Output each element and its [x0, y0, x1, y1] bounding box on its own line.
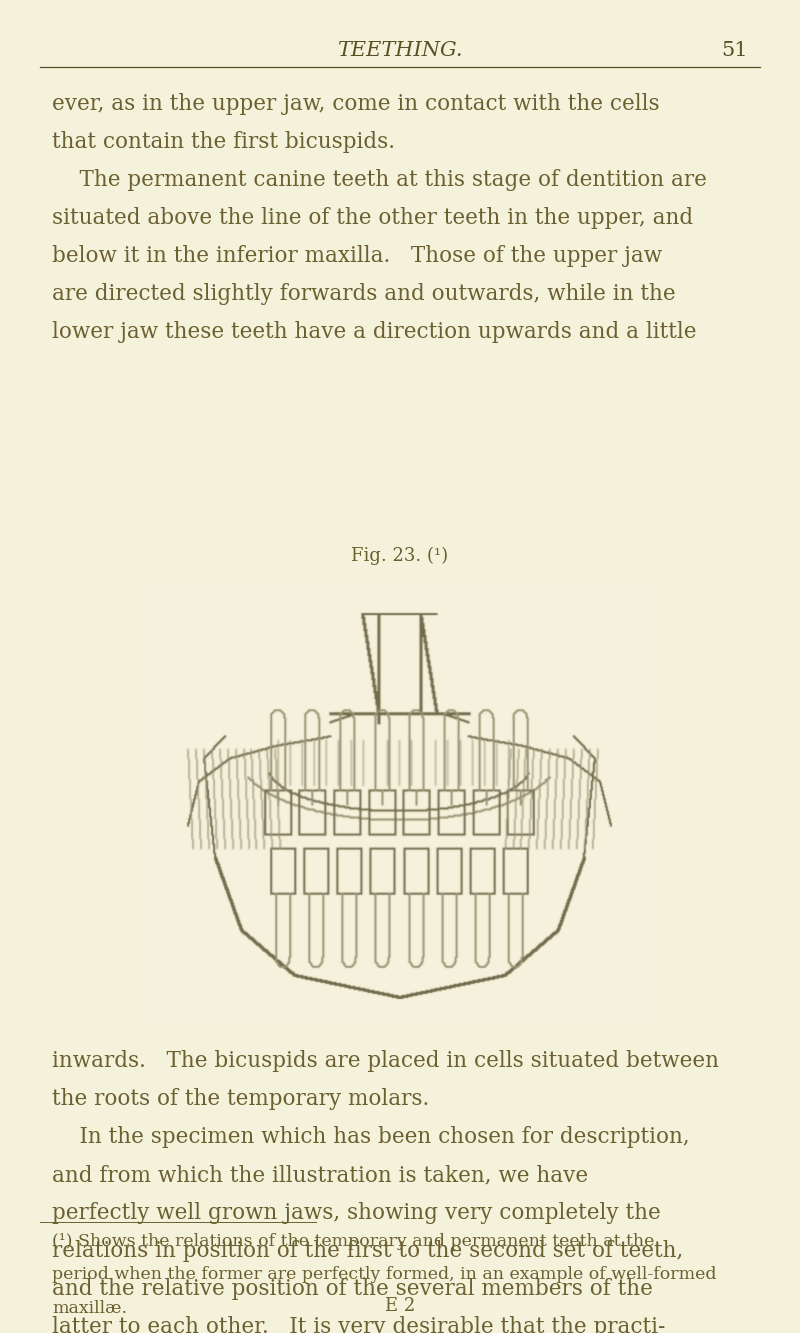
Text: Fig. 23. (¹): Fig. 23. (¹): [351, 547, 449, 565]
Text: period when the former are perfectly formed, in an example of well-formed: period when the former are perfectly for…: [52, 1266, 717, 1284]
Text: In the specimen which has been chosen for description,: In the specimen which has been chosen fo…: [52, 1126, 690, 1149]
Text: that contain the first bicuspids.: that contain the first bicuspids.: [52, 131, 395, 153]
Text: below it in the inferior maxilla.   Those of the upper jaw: below it in the inferior maxilla. Those …: [52, 245, 662, 268]
Text: 51: 51: [722, 41, 748, 60]
Text: perfectly well grown jaws, showing very completely the: perfectly well grown jaws, showing very …: [52, 1202, 661, 1225]
Text: lower jaw these teeth have a direction upwards and a little: lower jaw these teeth have a direction u…: [52, 321, 697, 344]
Text: The permanent canine teeth at this stage of dentition are: The permanent canine teeth at this stage…: [52, 169, 707, 192]
Text: and from which the illustration is taken, we have: and from which the illustration is taken…: [52, 1165, 588, 1186]
Text: the roots of the temporary molars.: the roots of the temporary molars.: [52, 1088, 430, 1110]
Text: relations in position of the first to the second set of teeth,: relations in position of the first to th…: [52, 1240, 683, 1262]
Text: and the relative position of the several members of the: and the relative position of the several…: [52, 1278, 653, 1301]
Text: situated above the line of the other teeth in the upper, and: situated above the line of the other tee…: [52, 207, 693, 229]
Text: latter to each other.   It is very desirable that the practi-: latter to each other. It is very desirab…: [52, 1317, 666, 1333]
Text: E 2: E 2: [385, 1297, 415, 1316]
Text: inwards.   The bicuspids are placed in cells situated between: inwards. The bicuspids are placed in cel…: [52, 1050, 719, 1073]
Text: are directed slightly forwards and outwards, while in the: are directed slightly forwards and outwa…: [52, 283, 676, 305]
Text: TEETHING.: TEETHING.: [338, 41, 462, 60]
Text: ever, as in the upper jaw, come in contact with the cells: ever, as in the upper jaw, come in conta…: [52, 93, 660, 116]
Text: maxillæ.: maxillæ.: [52, 1300, 127, 1317]
Text: (¹) Shows the relations of the temporary and permanent teeth at the: (¹) Shows the relations of the temporary…: [52, 1233, 654, 1250]
